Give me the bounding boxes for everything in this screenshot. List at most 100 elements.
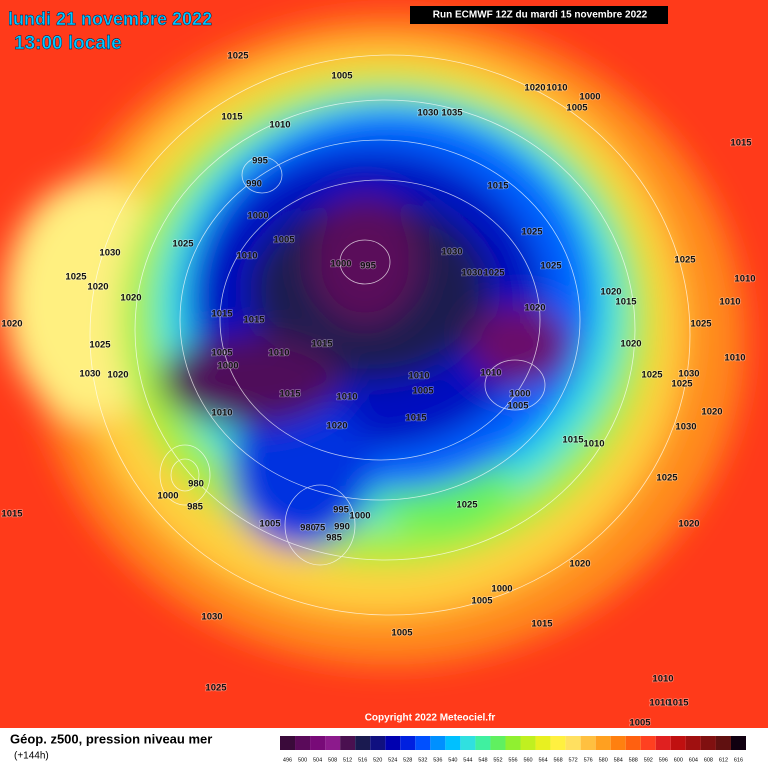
scale-label: 520 xyxy=(373,757,382,763)
isobar-label: 1010 xyxy=(269,120,290,131)
isobar-label: 1010 xyxy=(724,353,745,364)
isobar-label: 1015 xyxy=(211,309,233,320)
isobar-label: 1015 xyxy=(405,413,427,424)
scale-swatch xyxy=(595,736,611,750)
isobar-label: 1025 xyxy=(456,500,478,511)
isobar-label: 1005 xyxy=(629,718,651,729)
isobar-label: 1025 xyxy=(89,340,111,351)
scale-swatch xyxy=(340,736,356,750)
scale-label: 580 xyxy=(599,757,608,763)
scale-label: 604 xyxy=(689,757,698,763)
isobar-label: 1015 xyxy=(531,619,553,630)
legend-lead: (+144h) xyxy=(14,751,49,762)
isobar-label: 1010 xyxy=(583,439,604,450)
scale-swatch xyxy=(295,736,311,750)
isobar-label: 1015 xyxy=(311,339,333,350)
isobar-label: 1005 xyxy=(273,235,295,246)
scale-label: 588 xyxy=(629,757,638,763)
isobar-label: 1020 xyxy=(120,293,141,304)
isobar-label: 1025 xyxy=(674,255,696,266)
isobar-label: 1010 xyxy=(408,371,429,382)
scale-label: 548 xyxy=(478,757,487,763)
isobar-label: 1005 xyxy=(259,519,281,530)
isobar-label: 1020 xyxy=(620,339,641,350)
isobar-label: 1005 xyxy=(391,628,413,639)
isobar-label: 1020 xyxy=(569,559,590,570)
isobar-label: 1000 xyxy=(330,259,351,270)
isobar-label: 1010 xyxy=(649,698,670,709)
scale-swatch xyxy=(715,736,731,750)
scale-label: 600 xyxy=(674,757,683,763)
isobars xyxy=(89,54,691,616)
scale-swatch xyxy=(730,736,746,750)
isobar-label: 1030 xyxy=(417,108,438,119)
scale-swatch xyxy=(325,736,341,750)
isobar-label: 1010 xyxy=(719,297,740,308)
scale-swatch xyxy=(475,736,491,750)
isobar-label: 1000 xyxy=(509,389,530,400)
isobar-label: 995 xyxy=(252,156,269,167)
isobar-label: 1020 xyxy=(524,303,545,314)
scale-swatch xyxy=(565,736,581,750)
run-box xyxy=(410,6,668,24)
scale-label: 516 xyxy=(358,757,367,763)
isobar-label: 1010 xyxy=(546,83,567,94)
scale-swatch xyxy=(700,736,716,750)
scale-swatch xyxy=(445,736,461,750)
isobar-label: 1030 xyxy=(675,422,696,433)
isobar-label: 995 xyxy=(360,261,377,272)
isobar-label: 1000 xyxy=(491,584,512,595)
scale-swatch xyxy=(550,736,566,750)
isobar-label: 1010 xyxy=(734,274,755,285)
isobar-label: 1000 xyxy=(157,491,178,502)
scale-label: 496 xyxy=(283,757,292,763)
scale-swatch xyxy=(310,736,326,750)
run-info: Run ECMWF 12Z du mardi 15 novembre 2022 xyxy=(433,10,648,21)
isobar-label: 75 xyxy=(315,523,326,534)
scale-label: 556 xyxy=(508,757,517,763)
isobar-label: 1020 xyxy=(524,83,545,94)
scale-label: 528 xyxy=(403,757,412,763)
copyright: Copyright 2022 Meteociel.fr xyxy=(365,713,496,724)
scale-swatch xyxy=(640,736,656,750)
scale-swatch xyxy=(505,736,521,750)
isobar-label: 1010 xyxy=(336,392,357,403)
isobar-label: 1025 xyxy=(227,51,249,62)
scale-swatch xyxy=(670,736,686,750)
isobar-label: 1025 xyxy=(205,683,227,694)
scale-swatch xyxy=(610,736,626,750)
scale-label: 536 xyxy=(433,757,442,763)
isobar-label: 1030 xyxy=(678,369,699,380)
scale-swatch xyxy=(685,736,701,750)
scale-label: 584 xyxy=(614,757,623,763)
scale-swatch xyxy=(355,736,371,750)
scale-label: 544 xyxy=(463,757,472,763)
geopotential-field xyxy=(5,15,745,665)
isobar-label: 1020 xyxy=(701,407,722,418)
isobar-label: 1010 xyxy=(652,674,673,685)
isobar-label: 1010 xyxy=(211,408,232,419)
isobar-label: 990 xyxy=(334,522,350,533)
isobar-label: 1005 xyxy=(331,71,353,82)
isobar-label: 1015 xyxy=(1,509,23,520)
isobar-label: 1015 xyxy=(279,389,301,400)
scale-swatch xyxy=(490,736,506,750)
isobar-label: 1030 xyxy=(99,248,120,259)
isobar-label: 1030 xyxy=(79,369,100,380)
scale-swatch xyxy=(400,736,416,750)
isobar-label: 1025 xyxy=(671,379,693,390)
isobar-label: 1000 xyxy=(247,211,268,222)
legend-title: Géop. z500, pression niveau mer xyxy=(10,731,212,746)
isobar-label: 1020 xyxy=(600,287,621,298)
isobar-label: 1025 xyxy=(521,227,543,238)
scale-label: 596 xyxy=(659,757,668,763)
isobar-label: 1010 xyxy=(236,251,257,262)
scale-swatch xyxy=(430,736,446,750)
time: 13:00 locale xyxy=(14,33,122,54)
isobar-label: 1005 xyxy=(211,348,233,359)
scale-label: 552 xyxy=(493,757,502,763)
scale-swatch xyxy=(280,736,296,750)
scale-label: 616 xyxy=(734,757,743,763)
scale-label: 592 xyxy=(644,757,653,763)
